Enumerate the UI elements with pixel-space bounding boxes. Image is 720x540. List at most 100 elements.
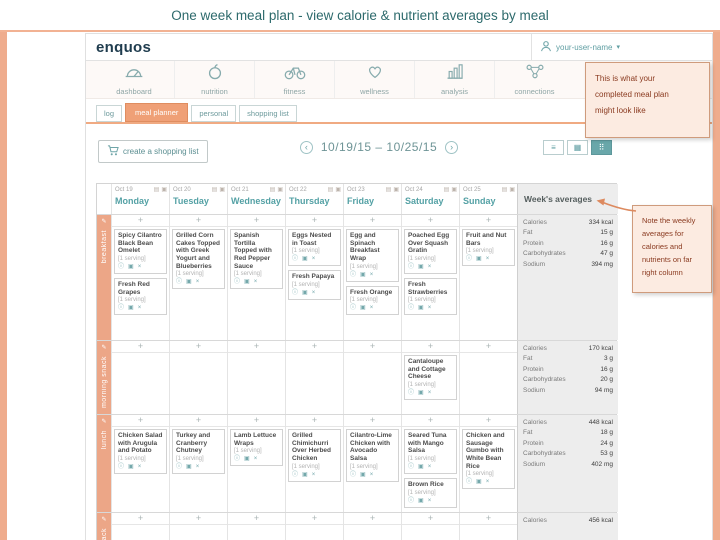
trash-icon[interactable]: × — [253, 456, 258, 463]
list-view-button[interactable]: ≡ — [543, 140, 564, 155]
add-meal-button[interactable]: + — [344, 341, 401, 353]
nav-item-wellness[interactable]: wellness — [334, 61, 414, 98]
copy-icon[interactable]: ▣ — [418, 389, 424, 396]
copy-icon[interactable]: ▣ — [302, 256, 308, 263]
serving-link[interactable]: [1 serving] — [118, 255, 146, 262]
tab-shopping-list[interactable]: shopping list — [239, 105, 297, 122]
info-icon[interactable]: ⓘ — [408, 463, 415, 470]
info-icon[interactable]: ⓘ — [118, 263, 125, 270]
meal-card[interactable]: Spanish Tortilla Topped with Red Pepper … — [230, 229, 283, 290]
serving-link[interactable]: [1 serving] — [118, 455, 146, 462]
info-icon[interactable]: ⓘ — [234, 456, 241, 463]
meal-card[interactable]: Grilled Corn Cakes Topped with Greek Yog… — [172, 229, 225, 290]
add-meal-button[interactable]: + — [112, 215, 169, 227]
info-icon[interactable]: ⓘ — [292, 289, 299, 296]
add-meal-button[interactable]: + — [228, 341, 285, 353]
calendar-view-button[interactable]: ▦ — [567, 140, 588, 155]
calendar-icon[interactable]: ▣ — [219, 187, 225, 193]
info-icon[interactable]: ⓘ — [292, 471, 299, 478]
trash-icon[interactable]: × — [427, 389, 432, 396]
info-icon[interactable]: ⓘ — [176, 463, 183, 470]
copy-icon[interactable]: ▣ — [360, 305, 366, 312]
add-meal-button[interactable]: + — [170, 513, 227, 525]
serving-link[interactable]: [1 serving] — [176, 271, 204, 278]
add-meal-button[interactable]: + — [228, 415, 285, 427]
tab-personal[interactable]: personal — [191, 105, 237, 122]
info-icon[interactable]: ⓘ — [408, 305, 415, 312]
info-icon[interactable]: ⓘ — [292, 256, 299, 263]
trash-icon[interactable]: × — [485, 256, 490, 263]
trash-icon[interactable]: × — [369, 271, 374, 278]
calendar-icon[interactable]: ▣ — [393, 187, 399, 193]
add-meal-button[interactable]: + — [402, 215, 459, 227]
copy-icon[interactable]: ▣ — [476, 256, 482, 263]
meal-card[interactable]: Fruit and Nut Bars [1 serving] ⓘ ▣ × — [462, 229, 515, 267]
serving-link[interactable]: [1 serving] — [350, 463, 378, 470]
add-meal-button[interactable]: + — [170, 215, 227, 227]
serving-link[interactable]: [1 serving] — [408, 381, 436, 388]
serving-link[interactable]: [1 serving] — [350, 263, 378, 270]
serving-link[interactable]: [1 serving] — [292, 248, 320, 255]
info-icon[interactable]: ⓘ — [350, 471, 357, 478]
info-icon[interactable]: ⓘ — [118, 463, 125, 470]
serving-link[interactable]: [1 serving] — [292, 281, 320, 288]
meal-card[interactable]: Cilantro-Lime Chicken with Avocado Salsa… — [346, 429, 399, 482]
copy-day-icon[interactable]: ▤ — [211, 187, 218, 193]
meal-card[interactable]: Fresh Orange [1 serving] ⓘ ▣ × — [346, 285, 399, 316]
trash-icon[interactable]: × — [427, 263, 432, 270]
info-icon[interactable]: ⓘ — [408, 389, 415, 396]
user-menu[interactable]: your-user-name ▾ — [531, 34, 620, 60]
calendar-icon[interactable]: ▣ — [335, 187, 341, 193]
add-meal-button[interactable]: + — [460, 215, 517, 227]
add-meal-button[interactable]: + — [344, 513, 401, 525]
trash-icon[interactable]: × — [369, 305, 374, 312]
add-meal-button[interactable]: + — [228, 513, 285, 525]
tab-log[interactable]: log — [96, 105, 123, 122]
add-meal-button[interactable]: + — [460, 341, 517, 353]
info-icon[interactable]: ⓘ — [408, 263, 415, 270]
trash-icon[interactable]: × — [137, 263, 142, 270]
meal-edit-icon[interactable]: ✎ — [101, 419, 107, 425]
copy-day-icon[interactable]: ▤ — [153, 187, 160, 193]
serving-link[interactable]: [1 serving] — [408, 297, 436, 304]
trash-icon[interactable]: × — [195, 463, 200, 470]
trash-icon[interactable]: × — [311, 256, 316, 263]
create-shopping-list-button[interactable]: create a shopping list — [98, 140, 208, 163]
calendar-icon[interactable]: ▣ — [277, 187, 283, 193]
copy-icon[interactable]: ▣ — [128, 305, 134, 312]
copy-icon[interactable]: ▣ — [186, 463, 192, 470]
prev-week-button[interactable]: ‹ — [299, 140, 313, 154]
add-meal-button[interactable]: + — [112, 341, 169, 353]
nav-item-nutrition[interactable]: nutrition — [174, 61, 254, 98]
copy-day-icon[interactable]: ▤ — [385, 187, 392, 193]
trash-icon[interactable]: × — [311, 471, 316, 478]
nav-item-connections[interactable]: connections — [494, 61, 574, 98]
add-meal-button[interactable]: + — [286, 513, 343, 525]
add-meal-button[interactable]: + — [402, 341, 459, 353]
meal-card[interactable]: Cantaloupe and Cottage Cheese [1 serving]… — [404, 355, 457, 400]
info-icon[interactable]: ⓘ — [350, 271, 357, 278]
copy-icon[interactable]: ▣ — [244, 456, 250, 463]
nav-item-analysis[interactable]: analysis — [414, 61, 494, 98]
serving-link[interactable]: [1 serving] — [350, 297, 378, 304]
serving-link[interactable]: [1 serving] — [466, 471, 494, 478]
trash-icon[interactable]: × — [369, 471, 374, 478]
add-meal-button[interactable]: + — [460, 415, 517, 427]
add-meal-button[interactable]: + — [170, 415, 227, 427]
tab-meal-planner[interactable]: meal planner — [125, 103, 189, 122]
calendar-icon[interactable]: ▣ — [451, 187, 457, 193]
copy-day-icon[interactable]: ▤ — [443, 187, 450, 193]
nav-item-dashboard[interactable]: dashboard — [94, 61, 174, 98]
copy-day-icon[interactable]: ▤ — [501, 187, 508, 193]
add-meal-button[interactable]: + — [344, 415, 401, 427]
trash-icon[interactable]: × — [427, 497, 432, 504]
copy-icon[interactable]: ▣ — [418, 263, 424, 270]
copy-day-icon[interactable]: ▤ — [269, 187, 276, 193]
copy-icon[interactable]: ▣ — [418, 497, 424, 504]
meal-card[interactable]: Poached Egg Over Squash Gratin [1 serving… — [404, 229, 457, 274]
meal-card[interactable]: Lamb Lettuce Wraps [1 serving] ⓘ ▣ × — [230, 429, 283, 467]
copy-icon[interactable]: ▣ — [360, 471, 366, 478]
copy-icon[interactable]: ▣ — [418, 463, 424, 470]
meal-card[interactable]: Fresh Papaya [1 serving] ⓘ ▣ × — [288, 270, 341, 300]
add-meal-button[interactable]: + — [286, 215, 343, 227]
